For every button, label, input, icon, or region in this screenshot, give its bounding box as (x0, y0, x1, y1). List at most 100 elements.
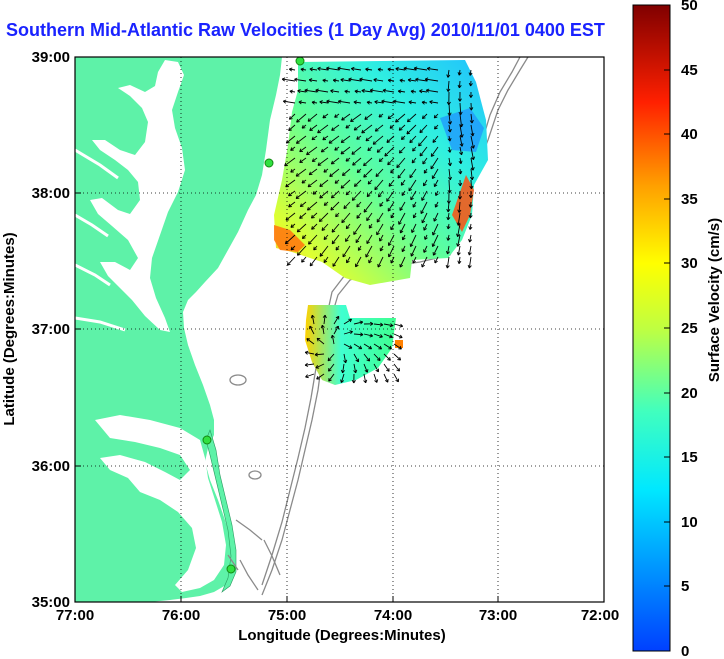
arrow-head (389, 357, 391, 361)
arrow-head (363, 210, 368, 213)
arrow-head (407, 120, 411, 123)
velocity-arrow (423, 245, 428, 253)
river-inlets (75, 148, 126, 332)
arrow-head (366, 101, 370, 105)
arrow-head (410, 90, 414, 94)
arrow-head (334, 147, 337, 151)
velocity-arrow (353, 124, 362, 131)
velocity-arrow (342, 363, 345, 373)
arrow-head (434, 260, 438, 264)
arrow-head (415, 78, 419, 82)
arrow-head (473, 156, 476, 160)
x-axis-label: Longitude (Degrees:Minutes) (238, 627, 446, 644)
arrow-head (367, 195, 371, 198)
velocity-arrow (306, 338, 315, 345)
arrow-head (318, 218, 321, 222)
arrow-head (365, 67, 369, 70)
velocity-arrow (459, 146, 463, 155)
arrow-head (322, 78, 326, 81)
arrow-head (353, 126, 356, 131)
velocity-arrow (397, 168, 406, 179)
velocity-arrow (458, 201, 461, 213)
arrow-head (447, 217, 451, 221)
arrow-head (329, 173, 332, 177)
velocity-arrow (340, 79, 351, 82)
arrow-head (290, 224, 293, 228)
arrow-head (374, 380, 378, 383)
arrow-head (301, 260, 305, 263)
velocity-arrow (390, 223, 395, 230)
arrow-head (310, 214, 313, 219)
arrow-head (285, 183, 288, 187)
velocity-arrow (458, 256, 461, 264)
arrow-head (406, 132, 411, 135)
velocity-arrow (341, 212, 351, 223)
velocity-arrow (390, 256, 395, 264)
arrow-head (311, 226, 313, 230)
arrow-head (456, 251, 459, 256)
arrow-head (327, 357, 330, 361)
velocity-arrow (399, 146, 406, 154)
arrow-head (363, 173, 365, 178)
arrow-head (301, 125, 304, 129)
arrow-head (398, 127, 401, 131)
arrow-head (366, 100, 371, 103)
arrow-head (345, 191, 348, 195)
arrow-head (421, 264, 425, 268)
velocity-arrow (340, 135, 351, 143)
arrow-head (419, 129, 421, 133)
arrow-head (295, 173, 298, 177)
arrow-head (470, 133, 474, 137)
arrow-head (469, 185, 472, 190)
arrow-head (311, 228, 315, 230)
velocity-arrow (414, 67, 428, 71)
arrow-head (335, 315, 339, 319)
arrow-head (366, 218, 370, 222)
velocity-arrow (470, 146, 474, 160)
arrow-head (285, 242, 289, 245)
velocity-arrow (326, 67, 340, 71)
arrow-head (447, 226, 451, 230)
velocity-arrow (459, 157, 462, 164)
arrow-head (469, 176, 473, 181)
arrow-head (322, 79, 326, 83)
arrow-head (469, 226, 473, 230)
velocity-arrow (351, 190, 362, 201)
velocity-arrow (338, 100, 351, 104)
arrow-head (468, 82, 472, 87)
velocity-arrow (296, 113, 307, 123)
velocity-arrow (297, 90, 307, 93)
velocity-arrow (427, 67, 439, 71)
arrow-head (356, 216, 361, 219)
arrow-head (305, 376, 309, 379)
arrow-head (312, 191, 315, 195)
velocity-arrow (470, 201, 472, 208)
velocity-arrow (299, 157, 307, 163)
arrow-head (338, 99, 342, 102)
velocity-arrow (388, 234, 395, 246)
velocity-arrow (432, 135, 439, 143)
velocity-arrow (333, 316, 340, 325)
arrow-head (446, 265, 450, 269)
arrow-head (387, 79, 391, 83)
lat-tick-label: 35:00 (32, 594, 70, 611)
velocity-arrow (311, 212, 318, 219)
arrow-head (367, 149, 372, 152)
velocity-arrow (447, 234, 450, 241)
arrow-head (330, 89, 334, 92)
arrow-head (286, 142, 290, 144)
arrow-head (421, 101, 425, 105)
lon-tick-label: 77:00 (56, 607, 94, 624)
arrow-head (472, 132, 475, 137)
velocity-arrow (469, 69, 472, 76)
arrow-head (317, 129, 320, 133)
arrow-head (459, 182, 463, 187)
arrow-head (356, 136, 359, 140)
velocity-arrow (297, 245, 307, 256)
arrow-head (334, 180, 337, 184)
arrow-head (447, 163, 451, 167)
arrow-head (308, 242, 312, 245)
arrow-head (289, 90, 293, 94)
arrow-head (304, 89, 308, 93)
arrow-head (344, 90, 348, 94)
